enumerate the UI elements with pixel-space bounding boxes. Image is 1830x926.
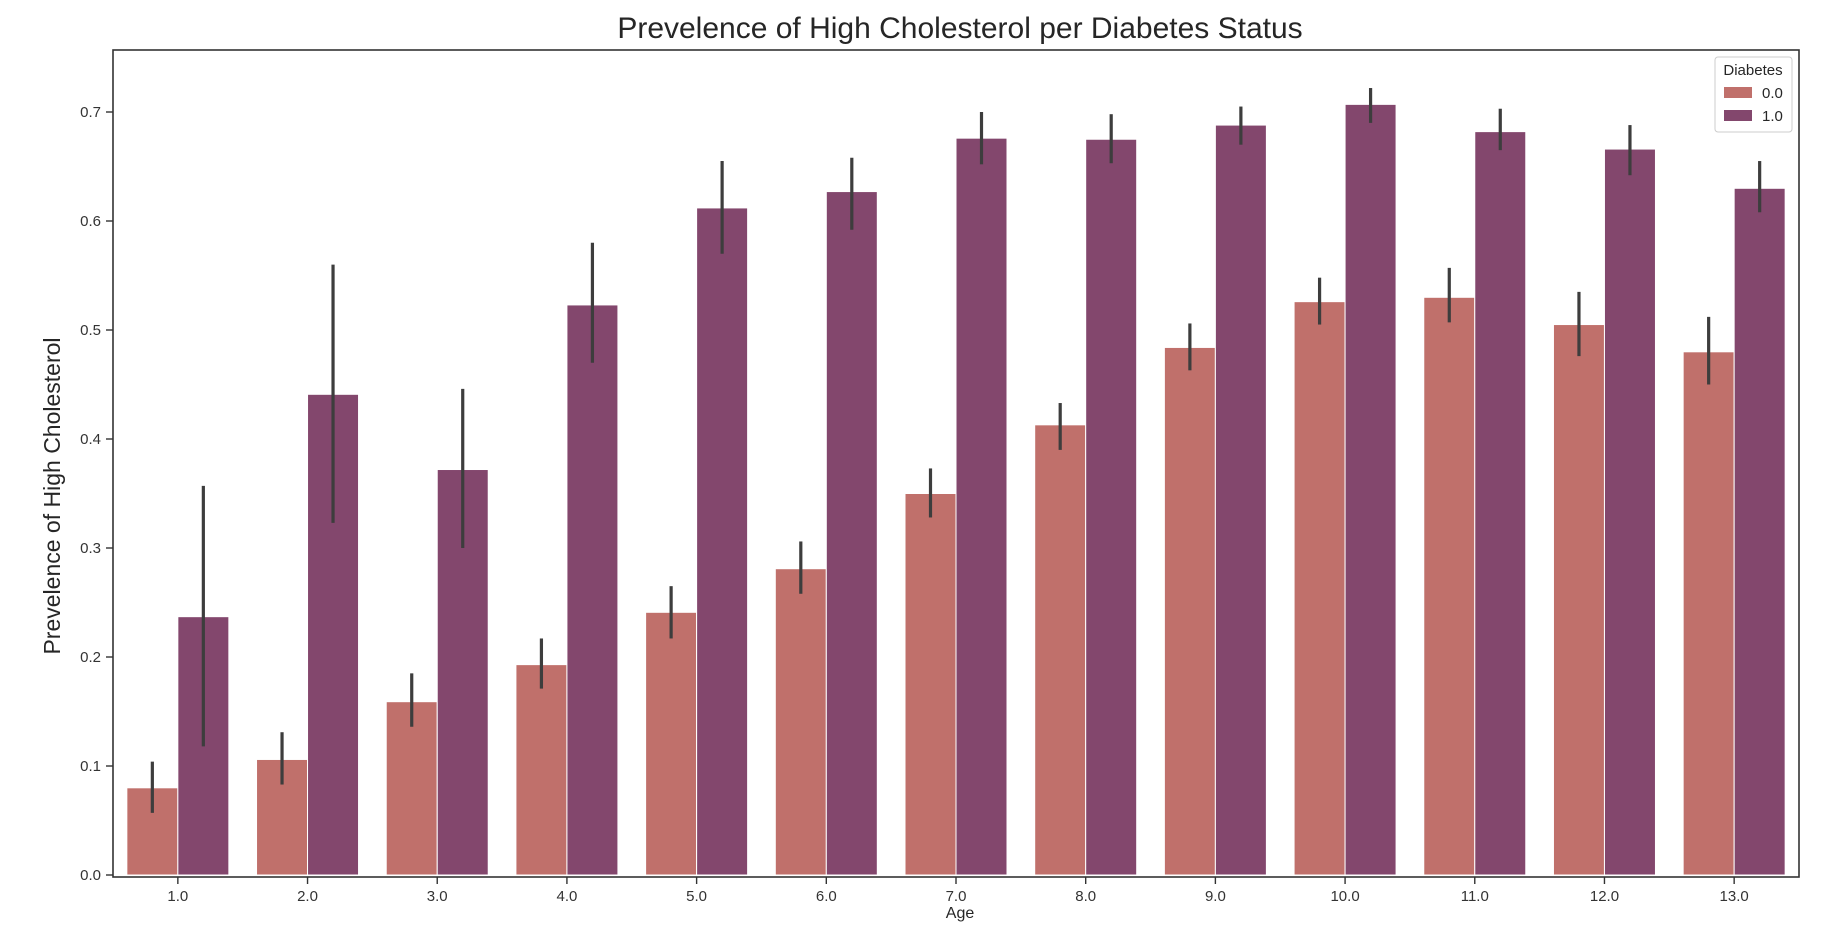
bar-series-1.0-age-13.0 <box>1733 187 1786 876</box>
bar-series-0.0-age-5.0 <box>645 611 698 876</box>
bar-series-1.0-age-12.0 <box>1603 148 1656 876</box>
bars-group <box>126 103 1786 876</box>
bar-series-1.0-age-9.0 <box>1214 124 1267 876</box>
legend-swatch-0 <box>1724 87 1752 98</box>
y-tick-label: 0.3 <box>80 540 101 557</box>
x-axis-ticks: 1.0 2.0 3.0 4.0 5.0 6.0 7.0 8.0 9.0 10.0 11.0 12.0 1… <box>167 877 1749 905</box>
legend-label-1: 1.0 <box>1762 108 1783 125</box>
y-tick-label: 0.0 <box>80 867 101 884</box>
x-tick-label: 7.0 <box>946 888 967 905</box>
y-tick-label: 0.2 <box>80 649 101 666</box>
bar-series-0.0-age-4.0 <box>515 664 568 876</box>
bar-series-0.0-age-10.0 <box>1293 301 1346 876</box>
x-tick-label: 13.0 <box>1720 888 1749 905</box>
legend-title: Diabetes <box>1723 62 1782 79</box>
legend-swatch-1 <box>1724 110 1752 121</box>
bar-series-1.0-age-7.0 <box>955 137 1008 876</box>
bar-series-1.0-age-8.0 <box>1085 138 1138 876</box>
y-tick-label: 0.7 <box>80 104 101 121</box>
bar-series-0.0-age-9.0 <box>1163 346 1216 876</box>
legend: Diabetes 0.0 1.0 <box>1714 56 1793 133</box>
error-bars-group <box>150 88 1762 813</box>
y-tick-label: 0.4 <box>80 431 101 448</box>
x-tick-label: 8.0 <box>1075 888 1096 905</box>
bar-series-1.0-age-2.0 <box>307 393 360 876</box>
bar-series-1.0-age-11.0 <box>1474 131 1527 876</box>
bar-series-1.0-age-10.0 <box>1344 103 1397 876</box>
bar-series-0.0-age-13.0 <box>1682 351 1735 876</box>
x-tick-label: 5.0 <box>686 888 707 905</box>
x-tick-label: 4.0 <box>556 888 577 905</box>
x-tick-label: 9.0 <box>1205 888 1226 905</box>
bar-series-1.0-age-5.0 <box>696 207 749 876</box>
x-tick-label: 1.0 <box>167 888 188 905</box>
bar-series-0.0-age-11.0 <box>1423 296 1476 876</box>
chart-title: Prevelence of High Cholesterol per Diabe… <box>617 12 1302 45</box>
x-axis-label: Age <box>946 905 975 922</box>
y-axis-label: Prevelence of High Cholesterol <box>39 337 65 654</box>
x-tick-label: 12.0 <box>1590 888 1619 905</box>
plot-frame <box>112 49 1800 878</box>
y-tick-label: 0.6 <box>80 213 101 230</box>
bar-series-0.0-age-6.0 <box>774 568 827 876</box>
bar-series-0.0-age-12.0 <box>1552 324 1605 876</box>
bar-series-0.0-age-8.0 <box>1034 424 1087 876</box>
y-tick-label: 0.5 <box>80 322 101 339</box>
bar-series-0.0-age-7.0 <box>904 493 957 876</box>
legend-label-0: 0.0 <box>1762 85 1783 102</box>
x-tick-label: 6.0 <box>816 888 837 905</box>
x-tick-label: 3.0 <box>427 888 448 905</box>
bar-series-1.0-age-6.0 <box>825 191 878 876</box>
x-tick-label: 10.0 <box>1330 888 1359 905</box>
x-tick-label: 2.0 <box>297 888 318 905</box>
bar-series-0.0-age-3.0 <box>385 701 438 876</box>
y-axis-ticks: 0.0 0.1 0.2 0.3 0.4 0.5 0.6 0.7 <box>80 104 113 884</box>
bar-series-1.0-age-4.0 <box>566 304 619 876</box>
x-tick-label: 11.0 <box>1461 888 1489 905</box>
y-tick-label: 0.1 <box>80 758 101 775</box>
